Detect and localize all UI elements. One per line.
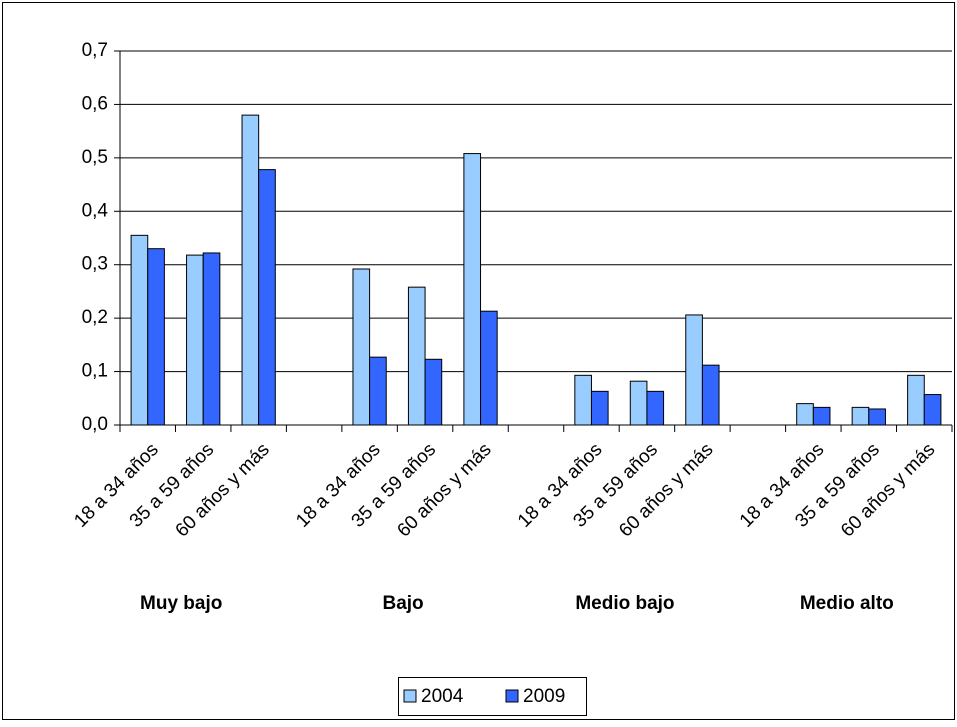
group-label: Muy bajo [140,593,222,614]
group-label: Bajo [382,593,423,614]
y-tick-label: 0,0 [82,414,108,435]
y-tick-label: 0,3 [82,254,108,275]
bar [202,252,221,426]
legend-label: 2009 [523,686,565,707]
legend-box [398,677,587,716]
bar [812,406,831,426]
legend-swatch [403,689,417,703]
y-tick-label: 0,7 [82,40,108,61]
bar [796,403,814,426]
bar [574,374,592,426]
bar [851,406,870,426]
bar [241,114,260,426]
bar [407,286,426,426]
bar [186,254,204,426]
bar [424,358,443,426]
group-label: Medio alto [800,593,894,614]
y-tick-label: 0,5 [82,147,108,168]
legend: 2004 2009 [398,677,587,716]
bar [352,268,371,426]
bar [701,364,720,426]
bar [590,390,609,426]
legend-swatch [505,689,519,703]
y-tick-label: 0,2 [82,307,108,328]
y-tick-label: 0,4 [82,200,109,221]
legend-label: 2004 [421,686,464,707]
y-tick-label: 0,1 [82,361,108,382]
bar [130,234,149,426]
bar [923,394,942,426]
group-label: Medio bajo [575,593,674,614]
bar [463,153,482,426]
y-tick-label: 0,6 [82,93,108,114]
bar [646,390,665,426]
bar [147,248,165,426]
bar [907,374,925,426]
bar [480,310,498,426]
bar [369,356,387,426]
bar [258,169,276,426]
bar [629,380,648,426]
bar [868,408,886,426]
bar [685,314,703,426]
